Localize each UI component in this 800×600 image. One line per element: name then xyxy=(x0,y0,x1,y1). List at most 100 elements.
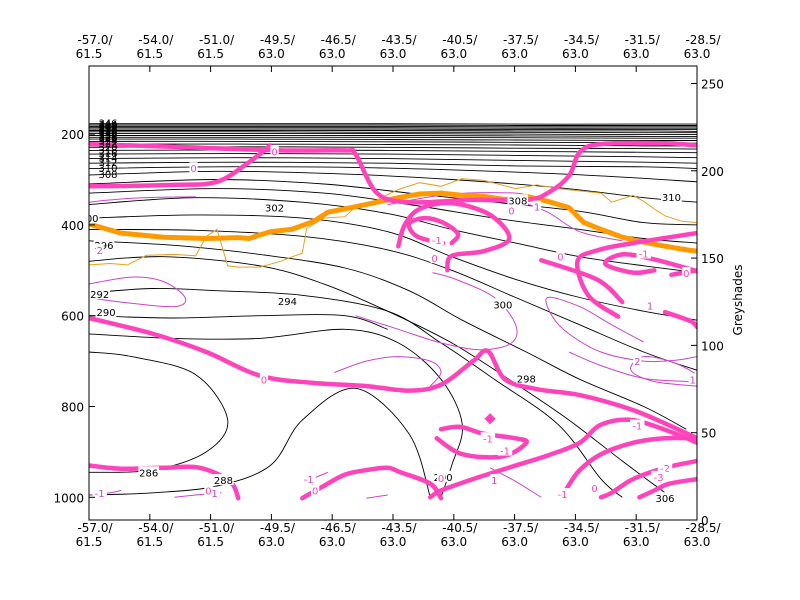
isentrope-label-10-bg xyxy=(264,201,285,213)
x-tick-label-bottom-lat-9: 63.0 xyxy=(623,535,650,549)
x-tick-label-top-lat-10: 63.0 xyxy=(684,47,711,61)
pv-thick-label-16-bg xyxy=(555,488,570,500)
pv-thick-label-13-bg xyxy=(657,461,673,473)
x-tick-label-bottom-lat-7: 63.0 xyxy=(501,535,528,549)
isentrope-316-16 xyxy=(89,153,697,159)
isentrope-336-26 xyxy=(89,130,697,132)
isentrope-290-2 xyxy=(89,328,463,498)
isentrope-label-11-bg xyxy=(654,492,676,504)
pv-thick-label-8: 0 xyxy=(438,474,444,485)
pv-thick-2 xyxy=(89,315,697,441)
pv-thin-label-1-bg xyxy=(532,200,542,212)
pv-thick-label-6-bg xyxy=(480,432,496,444)
pv-thick-label-14: -3 xyxy=(654,473,664,484)
x-tick-label-bottom-10: -28.5/ xyxy=(685,521,721,535)
y-tick-label-left-4: 1000 xyxy=(53,491,84,505)
x-tick-label-top-6: -40.5/ xyxy=(442,33,478,47)
x-tick-label-top-4: -46.5/ xyxy=(321,33,357,47)
isentrope-330-23 xyxy=(89,135,697,137)
pv-thick-label-3: 0 xyxy=(431,254,437,265)
pv-thin-label-7-bg xyxy=(301,473,316,485)
y-tick-label-left-0: 200 xyxy=(61,128,84,142)
isentrope-edge-label-24: 332 xyxy=(98,129,117,140)
pv-thick-label-18: 0 xyxy=(312,486,318,497)
pv-thick-5 xyxy=(662,309,697,330)
isentrope-290-3 xyxy=(89,314,388,330)
pv-thick-label-12-bg xyxy=(630,419,645,431)
pv-thick-label-10: -1 xyxy=(639,250,649,261)
y-tick-label-left-2: 600 xyxy=(61,310,84,324)
isentrope-300-8 xyxy=(89,214,697,321)
pv-thick-label-11: 0 xyxy=(683,269,689,280)
pv-thin-label-3-bg xyxy=(633,355,642,367)
isentrope-label-9: 300 xyxy=(493,300,512,311)
pv-thick-label-7-bg xyxy=(497,444,513,456)
y-tick-label-right-1: 50 xyxy=(701,427,716,441)
x-tick-label-top-9: -31.5/ xyxy=(625,33,661,47)
y-tick-label-right-0: 0 xyxy=(701,514,709,528)
pv-thick-label-0-bg xyxy=(189,162,198,174)
pv-thin-3 xyxy=(515,199,623,242)
x-tick-label-top-10: -28.5/ xyxy=(685,33,721,47)
isentrope-label-1-bg xyxy=(213,474,234,486)
isentrope-338-27 xyxy=(89,128,697,131)
isentrope-296-6 xyxy=(89,240,687,430)
pv-thin-label-2: 1 xyxy=(647,302,653,313)
isentrope-label-6: 296 xyxy=(94,241,113,252)
isentrope-edge-label-14: 312 xyxy=(98,158,117,169)
isentrope-322-19 xyxy=(89,143,697,147)
x-tick-label-top-lat-5: 63.0 xyxy=(380,47,407,61)
isentrope-edge-label-16: 316 xyxy=(98,149,117,160)
isentrope-344-30 xyxy=(89,124,697,126)
pv-thick-dot-0 xyxy=(484,413,496,425)
x-tick-label-bottom-lat-5: 63.0 xyxy=(380,535,407,549)
pv-thick-16 xyxy=(637,476,697,500)
y-tick-label-right-2: 100 xyxy=(701,339,724,353)
x-tick-label-top-1: -54.0/ xyxy=(138,33,174,47)
pv-thin-0 xyxy=(89,276,187,308)
x-tick-label-top-5: -43.5/ xyxy=(381,33,417,47)
orange-thick-line xyxy=(89,190,697,254)
pv-thick-label-4-bg xyxy=(259,373,269,385)
isentrope-edge-label-20: 324 xyxy=(98,136,117,147)
isentrope-edge-label-19: 322 xyxy=(98,139,117,150)
pv-thick-label-10-bg xyxy=(636,247,651,259)
isentrope-label-0-bg xyxy=(138,466,160,478)
isentrope-edge-label-30: 344 xyxy=(98,120,117,131)
isentrope-edge-label-23: 330 xyxy=(98,130,117,141)
x-tick-label-top-lat-7: 63.0 xyxy=(501,47,528,61)
x-tick-label-bottom-lat-1: 61.5 xyxy=(136,535,163,549)
pv-thick-label-18-bg xyxy=(311,484,320,496)
isentrope-326-21 xyxy=(89,138,697,141)
x-tick-label-bottom-lat-4: 63.0 xyxy=(319,535,346,549)
isentrope-label-8: 300 xyxy=(79,214,98,225)
isentrope-edge-label-18: 320 xyxy=(98,142,117,153)
x-tick-label-top-lat-4: 63.0 xyxy=(319,47,346,61)
pv-thin-label-0-bg xyxy=(95,243,104,255)
y-tick-label-right-3: 150 xyxy=(701,252,724,266)
isentrope-edge-label-28: 340 xyxy=(98,123,117,134)
pv-thin-label-8: 1 xyxy=(491,476,497,487)
pv-thick-13 xyxy=(434,424,530,460)
x-tick-label-top-lat-2: 61.5 xyxy=(197,47,224,61)
orange-lines xyxy=(89,178,697,268)
x-tick-label-bottom-4: -46.5/ xyxy=(321,521,357,535)
x-tick-label-bottom-7: -37.5/ xyxy=(503,521,539,535)
pv-thick-label-11-bg xyxy=(682,267,691,279)
x-tick-label-top-lat-8: 63.0 xyxy=(562,47,589,61)
isentrope-328-22 xyxy=(89,136,697,139)
isentrope-label-9-bg xyxy=(492,298,514,310)
isentrope-edge-label-13: 310 xyxy=(98,164,117,175)
isentrope-edge-label-17: 318 xyxy=(98,145,117,156)
pv-thin-label-4: 1 xyxy=(690,375,696,386)
y-tick-label-left-3: 800 xyxy=(61,401,84,415)
y-tick-label-left-1: 400 xyxy=(61,219,84,233)
isentrope-label-0: 286 xyxy=(139,468,158,479)
isentrope-label-10: 302 xyxy=(265,204,284,215)
x-tick-label-bottom-8: -34.5/ xyxy=(564,521,600,535)
x-tick-label-top-lat-6: 63.0 xyxy=(440,47,467,61)
isentrope-label-11: 306 xyxy=(655,494,674,505)
x-tick-label-bottom-1: -54.0/ xyxy=(138,521,174,535)
pv-thick-label-9: 0 xyxy=(557,253,563,264)
pv-thick-label-8-bg xyxy=(436,472,446,484)
